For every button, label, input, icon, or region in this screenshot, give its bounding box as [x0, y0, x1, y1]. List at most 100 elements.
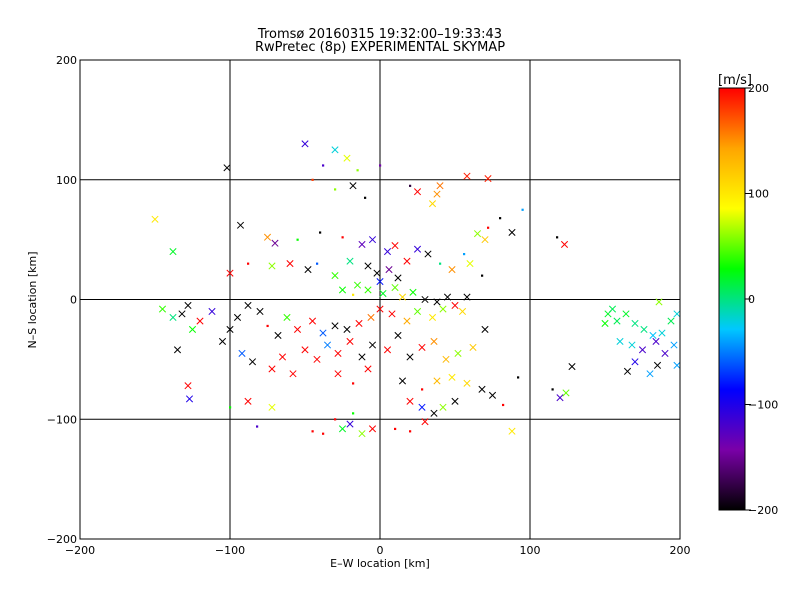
colorbar-tick-label: −100 [748, 399, 778, 412]
scatter-point-x [334, 370, 342, 378]
scatter-point-x [268, 262, 276, 270]
scatter-point-x [433, 377, 441, 385]
scatter-point-x [268, 365, 276, 373]
scatter-point-x [358, 240, 366, 248]
scatter-point-x [274, 331, 282, 339]
scatter-point-x [244, 397, 252, 405]
scatter-point-dot [394, 427, 397, 431]
scatter-point-x [383, 248, 392, 256]
scatter-point-dot [556, 236, 559, 239]
scatter-point-dot [551, 388, 554, 391]
scatter-point-x [398, 293, 407, 301]
scatter-point-x [653, 361, 662, 369]
scatter-point-x [308, 317, 317, 325]
scatter-point-x [413, 307, 422, 316]
scatter-point-dot [487, 226, 490, 229]
scatter-point-x [338, 425, 347, 433]
scatter-point-x [430, 409, 438, 417]
scatter-point-x [673, 310, 681, 318]
scatter-point-dot [439, 262, 442, 265]
scatter-point-x [628, 341, 636, 349]
scatter-point-x [463, 293, 471, 301]
scatter-point-x [560, 240, 569, 248]
scatter-point-dot [409, 184, 412, 187]
scatter-point-x [406, 397, 414, 405]
scatter-point-x [151, 215, 159, 223]
scatter-point-x [458, 307, 467, 316]
scatter-point-x [670, 341, 678, 349]
scatter-point-x [622, 310, 630, 318]
scatter-point-dot [352, 382, 355, 385]
scatter-point-x [376, 277, 384, 286]
colorbar-tick-label: 200 [748, 82, 769, 95]
scatter-point-x [623, 367, 632, 375]
x-tick-labels: −200 −100 0 100 200 [65, 544, 691, 557]
colorbar [718, 87, 746, 511]
scatter-point-x [188, 325, 197, 333]
scatter-point-x [334, 349, 342, 357]
scatter-point-x [208, 307, 216, 316]
scatter-point-dot [409, 430, 412, 433]
scatter-point-x [364, 262, 372, 270]
scatter-point-x [331, 146, 339, 154]
y-tick-label: 200 [56, 54, 77, 67]
scatter-point-dot [311, 178, 314, 181]
scatter-point-x [283, 313, 291, 322]
scatter-point-x [473, 230, 482, 238]
scatter-point-x [428, 200, 437, 208]
scatter-point-x [238, 349, 246, 357]
scatter-point-x [508, 228, 516, 236]
scatter-point-x [218, 337, 227, 345]
data-points [151, 140, 681, 438]
scatter-point-x [388, 310, 396, 318]
scatter-point-x [368, 425, 377, 433]
scatter-point-x [418, 403, 426, 411]
scatter-point-x [433, 190, 441, 198]
scatter-point-x [568, 363, 576, 371]
scatter-point-x [368, 236, 377, 244]
scatter-point-x [448, 266, 456, 274]
y-tick-label: 0 [70, 294, 77, 307]
scatter-point-x [481, 325, 489, 333]
scatter-point-x [184, 382, 192, 390]
scatter-point-x [448, 373, 456, 381]
scatter-point-dot [481, 274, 484, 277]
x-axis-label: E–W location [km] [330, 557, 430, 570]
scatter-point-x [379, 289, 387, 298]
scatter-point-x [226, 269, 234, 277]
scatter-point-x [173, 346, 182, 354]
scatter-point-x [338, 286, 347, 294]
plot-frame [79, 59, 681, 540]
scatter-point-x [373, 269, 381, 277]
scatter-point-x [358, 353, 366, 361]
scatter-point-x [430, 337, 438, 345]
scatter-point-dot [322, 164, 325, 167]
scatter-point-x [421, 418, 429, 426]
scatter-point-x [436, 182, 444, 190]
scatter-point-x [478, 385, 486, 393]
scatter-point-dot [517, 376, 520, 379]
scatter-point-x [343, 154, 351, 162]
scatter-point-dot [463, 252, 466, 256]
scatter-point-dot [311, 430, 314, 433]
scatter-point-x [667, 317, 675, 325]
chart-subtitle: RwPretec (8p) EXPERIMENTAL SKYMAP [255, 40, 505, 55]
scatter-point-dot [352, 293, 355, 296]
scatter-point-x [409, 288, 417, 296]
scatter-point-dot [352, 412, 355, 415]
scatter-point-x [331, 271, 339, 280]
scatter-point-dot [319, 231, 322, 234]
scatter-point-x [418, 343, 426, 351]
scatter-point-x [601, 319, 609, 328]
scatter-point-x [364, 286, 372, 294]
scatter-point-dot [266, 324, 269, 328]
scatter-point-x [169, 313, 177, 322]
scatter-point-x [556, 394, 564, 402]
scatter-point-x [233, 313, 242, 322]
scatter-point-x [331, 322, 339, 330]
scatter-point-x [223, 164, 231, 172]
scatter-point-x [278, 353, 287, 361]
scatter-point-x [652, 337, 660, 345]
scatter-point-x [406, 353, 414, 361]
colorbar-tick-label: 100 [748, 188, 769, 201]
